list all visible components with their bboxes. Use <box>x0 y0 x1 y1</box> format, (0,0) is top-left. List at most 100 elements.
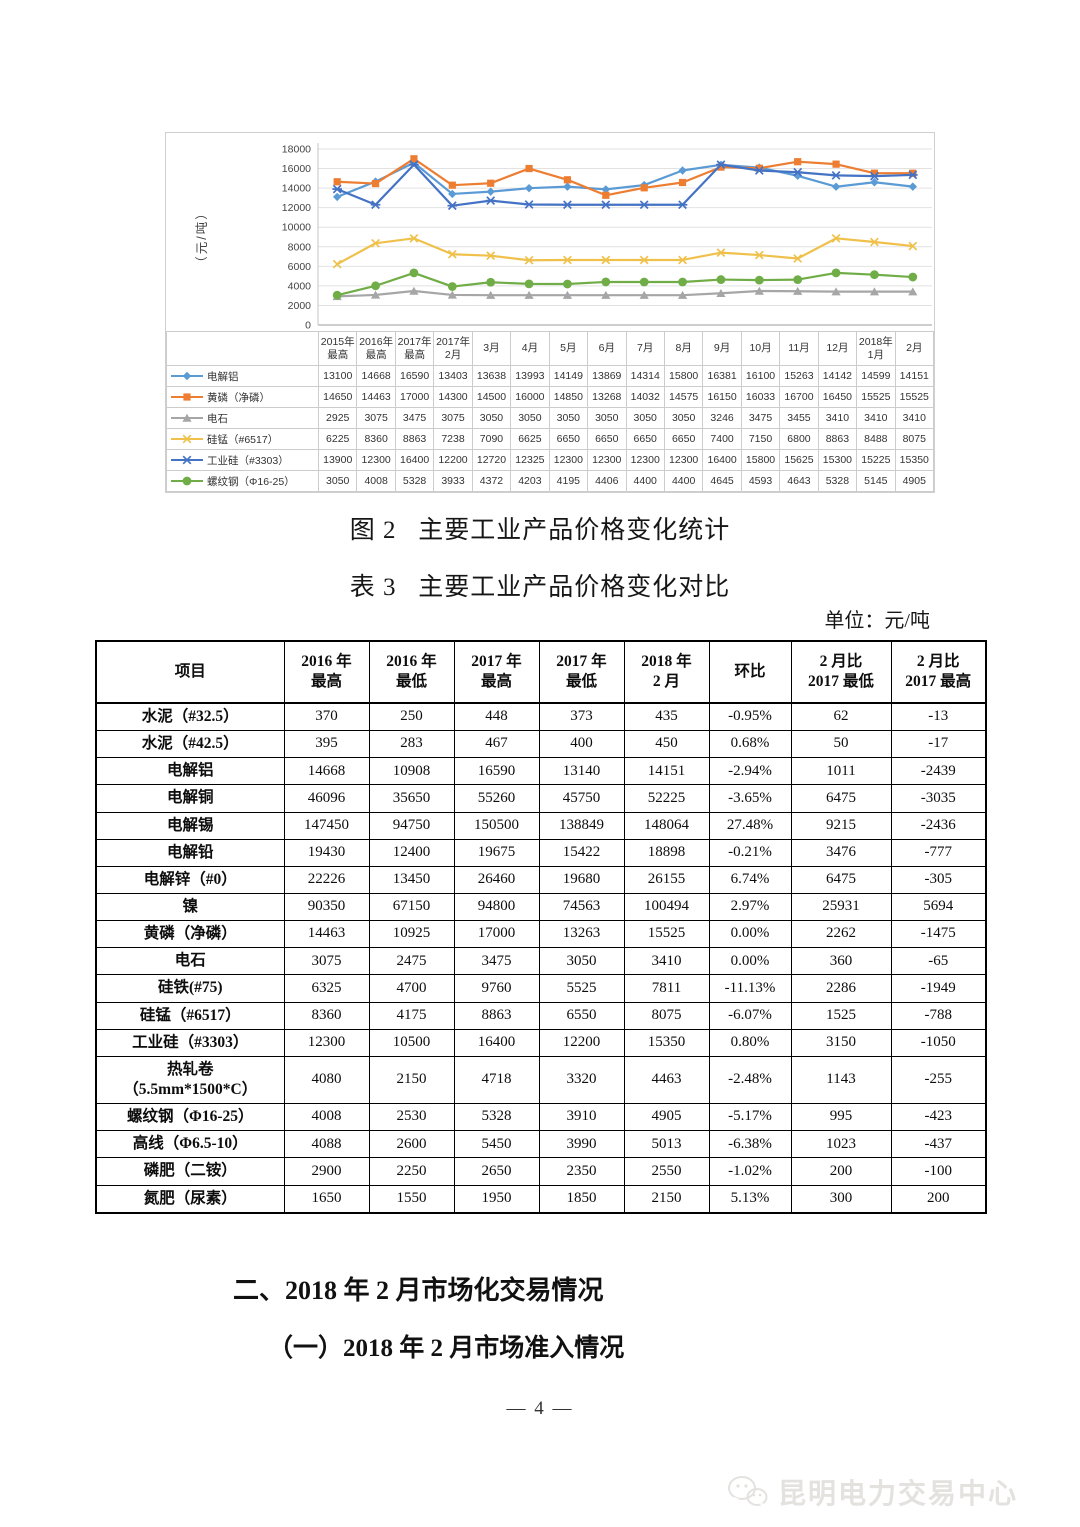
series-value-cell: 6800 <box>779 428 819 450</box>
series-value-cell: 16590 <box>394 365 435 387</box>
data-point-marker <box>909 169 917 177</box>
value-cell: 1143 <box>790 1055 892 1105</box>
series-value-cell: 13403 <box>433 365 473 387</box>
series-value-cell: 12300 <box>625 449 665 471</box>
y-tick-label: 18000 <box>282 144 311 156</box>
value-cell: -0.21% <box>708 838 792 867</box>
value-cell: 8075 <box>623 1001 710 1030</box>
value-cell: 19680 <box>538 865 625 894</box>
column-header: 2016 年 最高 <box>283 640 370 704</box>
data-point-marker <box>793 286 803 295</box>
series-value-cell: 6650 <box>548 428 589 450</box>
data-point-marker <box>563 176 572 184</box>
value-cell: 5450 <box>453 1130 540 1159</box>
legend-header-row: 2015年 最高 2016年 最高 2017年 最高 2017年 2月 3月 4月 5月 6月… <box>166 331 935 366</box>
row-label-cell: 热轧卷 （5.5mm*1500*C） <box>95 1055 285 1105</box>
series-value-cell: 3050 <box>587 407 627 429</box>
data-point-marker <box>639 290 649 299</box>
series-value-cell: 4400 <box>625 470 665 492</box>
value-cell: 74563 <box>538 892 625 922</box>
series-name: 工业硅（#3303） <box>207 454 289 467</box>
value-cell: 200 <box>790 1157 892 1186</box>
data-point-marker <box>371 281 380 291</box>
value-cell: 300 <box>790 1184 892 1214</box>
legend-series-row: 硅锰（#6517） 6225 8360 8863 7238 7090 6625 6650 665… <box>166 428 935 450</box>
series-value-cell: 14142 <box>817 365 858 387</box>
x-category-label: 2017年 2月 <box>433 331 473 366</box>
value-cell: -1.02% <box>708 1157 792 1186</box>
row-label-cell: 螺纹钢（Φ16-25） <box>95 1103 285 1132</box>
value-cell: 27.48% <box>708 811 792 840</box>
row-label-cell: 镍 <box>95 892 285 922</box>
value-cell: 4463 <box>623 1055 710 1105</box>
series-line <box>336 271 913 297</box>
value-cell: 2530 <box>368 1103 455 1132</box>
table-caption: 表 3 主要工业产品价格变化对比 <box>349 574 731 601</box>
row-label-cell: 黄磷（净磷） <box>95 920 285 949</box>
data-point-marker <box>486 277 496 287</box>
value-cell: -1475 <box>890 920 987 949</box>
series-value-cell: 12300 <box>663 449 704 471</box>
series-value-cell: 14850 <box>548 386 589 408</box>
data-point-marker <box>410 155 418 163</box>
row-label-cell: 电解铅 <box>95 838 285 867</box>
value-cell: 67150 <box>368 892 455 922</box>
row-label-cell: 磷肥（二铵） <box>95 1157 285 1186</box>
series-value-cell: 7238 <box>433 428 473 450</box>
data-point-marker <box>370 200 381 210</box>
data-point-marker <box>754 250 764 260</box>
series-value-cell: 15225 <box>856 449 896 471</box>
value-cell: 2286 <box>790 974 892 1003</box>
data-point-marker <box>792 167 803 177</box>
series-marker-icon <box>171 413 203 422</box>
value-cell: 12400 <box>368 838 455 867</box>
data-point-marker <box>831 268 841 278</box>
data-point-marker <box>371 179 380 188</box>
data-point-marker <box>524 183 534 193</box>
value-cell: 6475 <box>790 784 892 813</box>
series-value-cell: 4195 <box>548 470 589 492</box>
data-point-marker <box>716 248 726 258</box>
y-tick-label: 0 <box>305 320 311 332</box>
series-name-cell: 硅锰（#6517） <box>166 428 319 450</box>
series-value-cell: 16700 <box>779 386 819 408</box>
series-name-cell: 电石 <box>166 407 319 429</box>
legend-corner-cell <box>166 331 319 366</box>
series-value-cell: 3246 <box>702 407 742 429</box>
value-cell: 138849 <box>538 811 625 840</box>
value-cell: 52225 <box>623 784 710 813</box>
value-cell: 0.80% <box>708 1028 792 1057</box>
x-category-label: 5月 <box>548 331 589 366</box>
data-point-marker <box>524 200 534 209</box>
value-cell: -305 <box>890 865 987 894</box>
value-cell: 4080 <box>283 1055 370 1105</box>
table-row: 电石 3075 2475 3475 3050 3410 0.00% 360 -65 <box>95 947 987 976</box>
value-cell: 5.13% <box>708 1184 792 1214</box>
data-point-marker <box>486 251 496 261</box>
series-value-cell: 3410 <box>856 407 896 429</box>
table-row: 电解铝 14668 10908 16590 13140 14151 -2.94% 1011 -2… <box>95 757 987 786</box>
series-value-cell: 8488 <box>856 428 896 450</box>
table-row: 磷肥（二铵） 2900 2250 2650 2350 2550 -1.02% 200 -100 <box>95 1157 987 1186</box>
data-point-marker <box>332 184 342 194</box>
series-line <box>337 289 913 298</box>
value-cell: 2.97% <box>708 892 792 922</box>
value-cell: 7811 <box>623 974 710 1003</box>
row-label-cell: 电石 <box>95 947 285 976</box>
value-cell: 10908 <box>368 757 455 786</box>
value-cell: 6475 <box>790 865 892 894</box>
value-cell: 3990 <box>538 1130 625 1159</box>
data-point-marker <box>370 290 381 299</box>
row-label-cell: 硅铁(#75) <box>95 974 285 1003</box>
value-cell: 4008 <box>283 1103 370 1132</box>
series-value-cell: 14575 <box>663 386 704 408</box>
x-category-label: 8月 <box>663 331 704 366</box>
series-value-cell: 7150 <box>740 428 781 450</box>
row-label-cell: 水泥（#42.5） <box>95 730 285 759</box>
table-row: 电解铅 19430 12400 19675 15422 18898 -0.21% 3476 -7… <box>95 838 987 867</box>
data-point-marker <box>639 255 649 265</box>
series-value-cell: 4400 <box>663 470 704 492</box>
value-cell: 3150 <box>790 1028 892 1057</box>
value-cell: 15422 <box>538 838 625 867</box>
series-value-cell: 6225 <box>317 428 358 450</box>
